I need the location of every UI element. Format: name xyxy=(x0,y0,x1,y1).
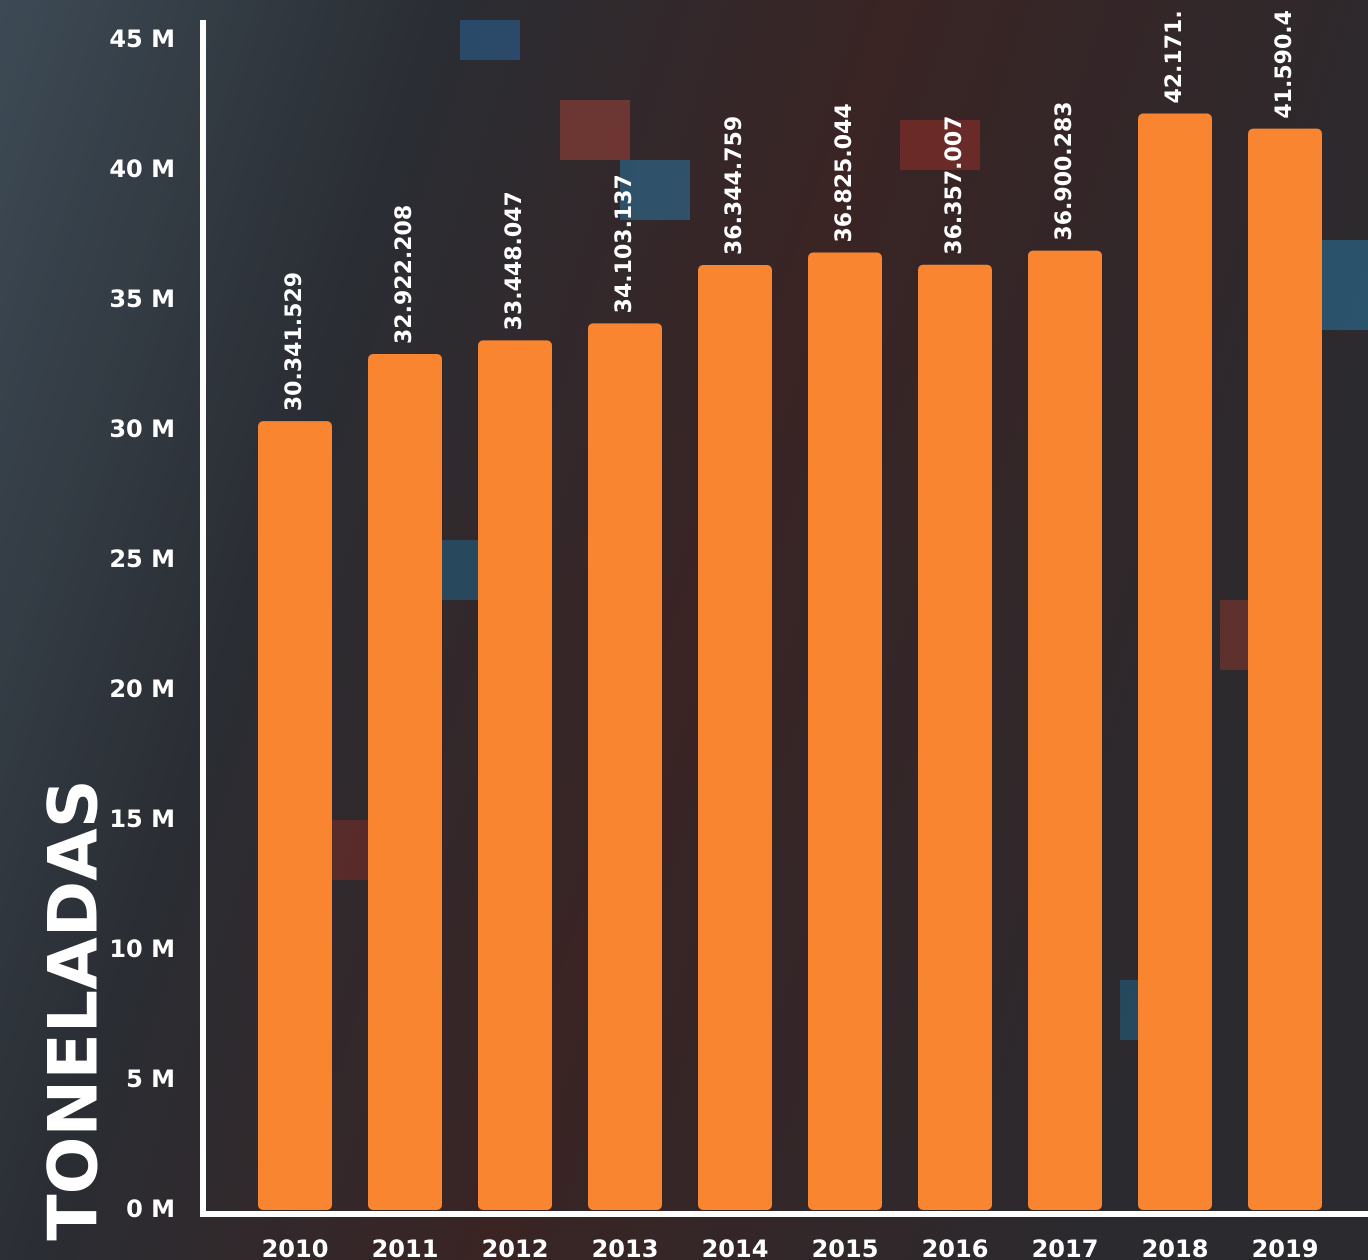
bar xyxy=(478,340,552,1210)
value-label: 41.590.4 xyxy=(1272,10,1297,119)
y-tick-label: 10 M xyxy=(109,935,175,963)
value-label: 36.900.283 xyxy=(1052,101,1077,240)
bar xyxy=(368,354,442,1210)
value-label: 30.341.529 xyxy=(282,272,307,411)
y-tick-label: 40 M xyxy=(109,155,175,183)
value-label: 42.171. xyxy=(1162,10,1187,103)
value-label: 36.357.007 xyxy=(942,116,967,255)
y-tick-label: 5 M xyxy=(126,1065,175,1093)
y-axis-title: TONELADAS xyxy=(35,779,114,1241)
bar xyxy=(258,421,332,1210)
x-tick-label: 2016 xyxy=(922,1235,989,1260)
bar xyxy=(698,265,772,1210)
value-label: 36.825.044 xyxy=(832,103,857,242)
bar xyxy=(918,264,992,1211)
y-tick-label: 35 M xyxy=(109,285,175,313)
x-tick-label: 2018 xyxy=(1142,1235,1209,1260)
value-label: 34.103.137 xyxy=(612,174,637,313)
bar xyxy=(588,323,662,1210)
x-tick-label: 2017 xyxy=(1032,1235,1099,1260)
x-tick-label: 2019 xyxy=(1252,1235,1319,1260)
y-tick-label: 30 M xyxy=(109,415,175,443)
x-tick-label: 2015 xyxy=(812,1235,879,1260)
y-tick-label: 45 M xyxy=(109,25,175,53)
value-label: 32.922.208 xyxy=(392,205,417,344)
bar xyxy=(1138,113,1212,1211)
x-tick-label: 2011 xyxy=(372,1235,439,1260)
value-label: 33.448.047 xyxy=(502,191,527,330)
y-tick-label: 15 M xyxy=(109,805,175,833)
value-label: 36.344.759 xyxy=(722,116,747,255)
y-tick-label: 20 M xyxy=(109,675,175,703)
y-tick-label: 25 M xyxy=(109,545,175,573)
x-tick-label: 2010 xyxy=(262,1235,329,1260)
x-tick-label: 2014 xyxy=(702,1235,769,1260)
bar xyxy=(808,252,882,1211)
bar xyxy=(1028,250,1102,1210)
bar xyxy=(1248,128,1322,1210)
x-tick-label: 2012 xyxy=(482,1235,549,1260)
x-tick-label: 2013 xyxy=(592,1235,659,1260)
y-tick-label: 0 M xyxy=(126,1195,175,1223)
